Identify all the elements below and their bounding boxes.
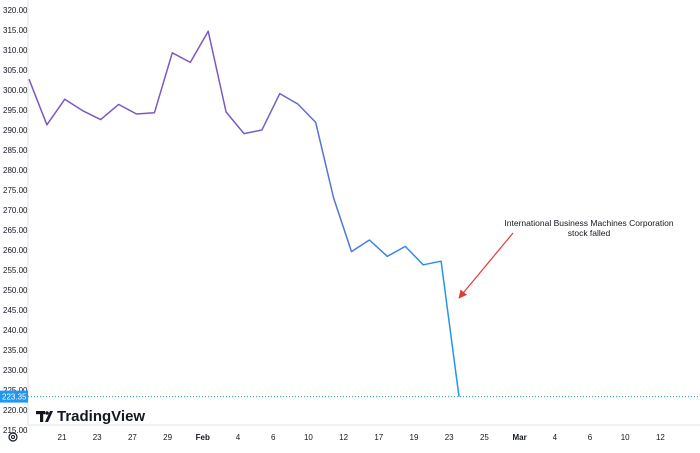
x-tick-label: 4 [553, 433, 558, 442]
y-tick-label: 315.00 [3, 26, 28, 35]
x-tick-label: 19 [410, 433, 419, 442]
y-tick-label: 250.00 [3, 286, 28, 295]
y-tick-label: 265.00 [3, 226, 28, 235]
brand-name: TradingView [57, 408, 145, 425]
annotation: International Business Machines Corporat… [458, 218, 674, 299]
x-tick-label: 12 [656, 433, 665, 442]
y-tick-label: 215.00 [3, 426, 28, 435]
x-tick-label: Feb [196, 433, 210, 442]
tradingview-logo-icon [36, 411, 53, 422]
x-tick-label: 6 [588, 433, 593, 442]
x-tick-label: 23 [445, 433, 454, 442]
y-tick-label: 295.00 [3, 106, 28, 115]
y-tick-label: 290.00 [3, 126, 28, 135]
y-tick-label: 285.00 [3, 146, 28, 155]
tradingview-logo: TradingView [36, 408, 145, 425]
x-tick-label: 10 [304, 433, 313, 442]
last-value-label: 223.35 [2, 393, 27, 402]
x-tick-label: 29 [163, 433, 172, 442]
x-tick-label: 21 [58, 433, 67, 442]
x-axis-ticks: 21 23 27 29 Feb 4 6 10 12 17 19 23 25 Mar 4 6 10 12 [58, 433, 666, 442]
annotation-line2: stock falled [568, 228, 611, 238]
y-tick-label: 225.00 [3, 386, 28, 395]
y-axis-ticks: 215.00 220.00 225.00 230.00 235.00 240.00 245.… [3, 6, 28, 435]
y-tick-label: 235.00 [3, 346, 28, 355]
x-tick-label: 25 [480, 433, 489, 442]
x-tick-label: 4 [236, 433, 241, 442]
series-layer [28, 30, 460, 397]
y-tick-label: 240.00 [3, 326, 28, 335]
gear-icon[interactable] [8, 432, 18, 442]
x-tick-label: 10 [621, 433, 630, 442]
x-tick-label: 12 [339, 433, 348, 442]
y-tick-label: 255.00 [3, 266, 28, 275]
annotation-arrow [458, 232, 514, 299]
x-tick-label: 17 [374, 433, 383, 442]
last-value-layer: 223.35 [0, 390, 700, 403]
y-tick-label: 260.00 [3, 246, 28, 255]
y-tick-label: 310.00 [3, 46, 28, 55]
last-value-badge [0, 390, 28, 403]
x-tick-label: 27 [128, 433, 137, 442]
annotation-line1: International Business Machines Corporat… [504, 218, 673, 228]
y-tick-label: 300.00 [3, 86, 28, 95]
y-tick-label: 245.00 [3, 306, 28, 315]
x-tick-label: 23 [93, 433, 102, 442]
y-tick-label: 275.00 [3, 186, 28, 195]
x-tick-label: Mar [512, 433, 526, 442]
y-tick-label: 305.00 [3, 66, 28, 75]
y-tick-label: 270.00 [3, 206, 28, 215]
y-tick-label: 230.00 [3, 366, 28, 375]
y-tick-label: 280.00 [3, 166, 28, 175]
price-series-line [28, 30, 460, 397]
y-tick-label: 320.00 [3, 6, 28, 15]
x-tick-label: 6 [271, 433, 276, 442]
y-tick-label: 220.00 [3, 406, 28, 415]
